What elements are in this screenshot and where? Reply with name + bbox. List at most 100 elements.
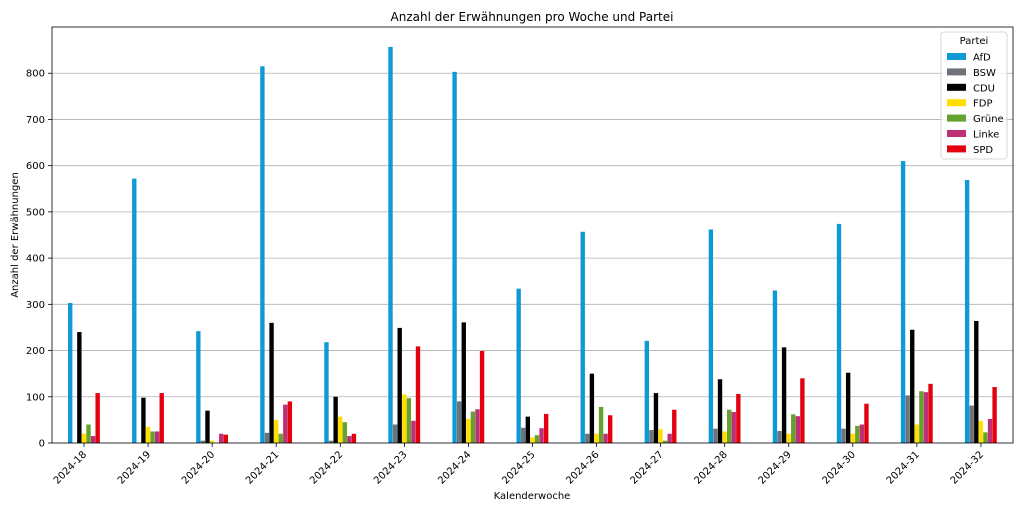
- bar-cdu: [845, 372, 851, 443]
- bar-cdu: [461, 322, 466, 443]
- bar-linke: [219, 433, 224, 443]
- y-tick-label: 200: [26, 346, 45, 357]
- bar-fdp: [81, 433, 87, 443]
- bar-grüne: [470, 411, 476, 443]
- bar-bsw: [585, 433, 590, 443]
- bar-bsw: [392, 424, 398, 443]
- bar-fdp: [786, 433, 791, 443]
- x-tick-label: 2024-31: [885, 449, 922, 486]
- legend-label-linke: Linke: [973, 130, 999, 141]
- y-axis-label: Anzahl der Erwähnungen: [10, 172, 21, 298]
- bar-cdu: [525, 416, 531, 443]
- bar-afd: [836, 223, 842, 443]
- bar-spd: [415, 346, 421, 443]
- bar-spd: [864, 403, 869, 443]
- bar-afd: [324, 342, 329, 443]
- x-tick-label: 2024-22: [308, 449, 345, 486]
- x-tick-label: 2024-19: [116, 449, 153, 486]
- bar-spd: [159, 393, 164, 443]
- bar-fdp: [722, 431, 727, 443]
- bar-linke: [987, 418, 993, 443]
- bar-fdp: [402, 394, 407, 443]
- legend-swatch-fdp: [947, 99, 966, 107]
- bar-cdu: [141, 397, 146, 443]
- bar-afd: [196, 331, 201, 443]
- bar-bsw: [264, 432, 270, 443]
- bar-fdp: [273, 419, 279, 443]
- bar-spd: [223, 434, 228, 443]
- bar-linke: [795, 416, 801, 443]
- bar-linke: [154, 431, 160, 443]
- x-tick-label: 2024-21: [244, 449, 281, 486]
- bar-linke: [539, 428, 544, 443]
- y-tick-label: 300: [26, 300, 45, 311]
- x-tick-label: 2024-25: [500, 449, 537, 486]
- chart-title: Anzahl der Erwähnungen pro Woche und Par…: [391, 10, 674, 24]
- bar-afd: [260, 66, 265, 444]
- bar-grüne: [598, 406, 604, 443]
- x-tick-label: 2024-20: [180, 449, 217, 486]
- bar-grüne: [534, 435, 540, 443]
- y-tick-label: 800: [26, 69, 45, 80]
- legend: Partei AfD BSW CDU FDP Grüne Linke SPD: [940, 31, 1008, 160]
- bar-fdp: [978, 420, 984, 443]
- bar-bsw: [456, 401, 462, 443]
- bar-spd: [479, 351, 485, 443]
- bar-afd: [388, 46, 393, 444]
- bar-bsw: [200, 440, 206, 443]
- bar-afd: [580, 231, 585, 443]
- y-tick-label: 600: [26, 161, 45, 172]
- bar-cdu: [205, 410, 210, 443]
- legend-swatch-spd: [947, 145, 966, 153]
- bar-spd: [351, 433, 357, 443]
- y-tick-label: 500: [26, 207, 45, 218]
- bar-grüne: [983, 432, 988, 443]
- y-gridlines: [52, 72, 1013, 398]
- legend-swatch-linke: [947, 130, 966, 137]
- bar-spd: [672, 409, 677, 443]
- legend-label-grüne: Grüne: [973, 114, 1004, 125]
- bar-fdp: [145, 426, 151, 443]
- bar-linke: [475, 409, 480, 443]
- bar-cdu: [781, 347, 787, 443]
- bar-bsw: [328, 440, 334, 443]
- x-tick-label: 2024-28: [692, 449, 729, 486]
- bar-afd: [900, 161, 906, 444]
- bar-afd: [132, 178, 137, 443]
- bar-afd: [708, 229, 714, 443]
- bar-grüne: [791, 414, 796, 443]
- bar-cdu: [974, 320, 979, 443]
- legend-box: [940, 31, 1008, 160]
- bar-cdu: [77, 332, 82, 443]
- legend-title: Partei: [960, 36, 989, 47]
- bar-bsw: [649, 430, 654, 443]
- bar-spd: [95, 393, 100, 443]
- bar-fdp: [466, 418, 471, 443]
- bar-cdu: [910, 329, 915, 443]
- legend-label-spd: SPD: [973, 145, 993, 156]
- bar-fdp: [850, 433, 855, 443]
- x-axis-label: Kalenderwoche: [494, 491, 571, 502]
- bar-grüne: [726, 409, 732, 443]
- bar-grüne: [86, 424, 91, 443]
- x-tick-label: 2024-27: [628, 449, 665, 486]
- legend-label-bsw: BSW: [973, 68, 996, 79]
- bar-grüne: [150, 431, 155, 443]
- bar-grüne: [406, 398, 412, 443]
- bar-spd: [543, 413, 549, 443]
- bar-linke: [411, 420, 416, 443]
- x-tick-label: 2024-23: [372, 449, 409, 486]
- x-axis-ticks: 2024-18 2024-19 2024-20 2024-21 2024-22 2024-…: [52, 443, 986, 487]
- bar-bsw: [969, 405, 974, 443]
- x-tick-label: 2024-18: [52, 449, 89, 486]
- x-tick-label: 2024-26: [564, 449, 601, 486]
- legend-swatch-cdu: [947, 83, 966, 91]
- bar-bsw: [713, 428, 718, 443]
- bar-cdu: [269, 322, 274, 443]
- bar-spd: [928, 383, 933, 443]
- bar-linke: [90, 436, 96, 443]
- bar-bsw: [905, 395, 910, 443]
- legend-label-cdu: CDU: [973, 83, 995, 94]
- bar-linke: [283, 404, 288, 443]
